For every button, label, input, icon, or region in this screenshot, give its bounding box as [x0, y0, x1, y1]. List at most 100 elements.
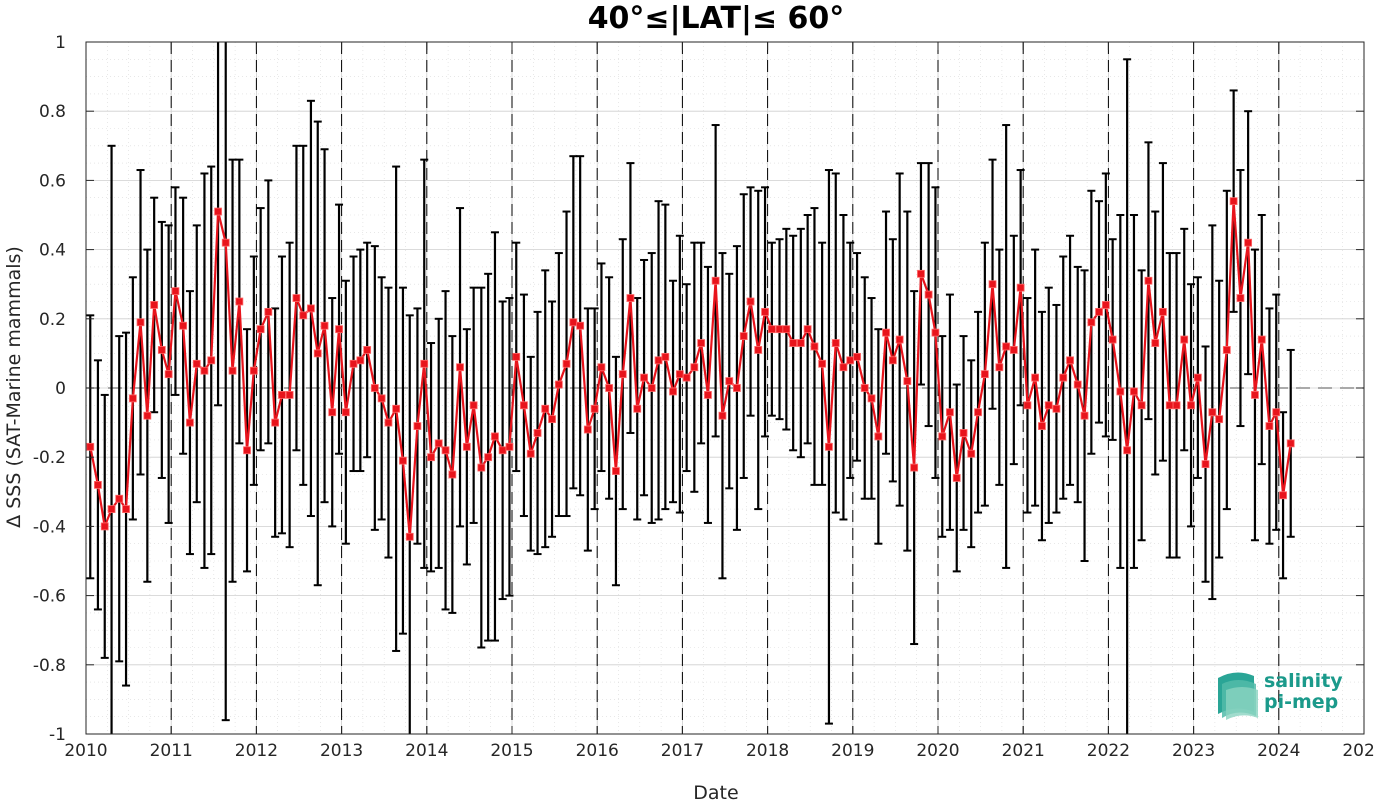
x-tick-label: 2022 [1087, 741, 1130, 761]
x-tick-label: 2010 [64, 741, 107, 761]
data-point [122, 505, 130, 514]
data-point [882, 328, 890, 337]
chart-title: 40°≤|LAT|≤ 60° [588, 1, 845, 36]
data-point [1180, 335, 1189, 344]
data-point [1080, 411, 1089, 420]
data-point [1052, 404, 1061, 413]
data-point [597, 363, 606, 372]
reference-lines [86, 42, 1364, 734]
data-point [256, 325, 265, 334]
data-point [520, 401, 528, 410]
data-point [491, 432, 499, 441]
x-axis-label: Date [693, 782, 738, 801]
x-tick-label: 2011 [150, 741, 193, 761]
data-point [427, 453, 435, 462]
y-tick-label: 0 [55, 379, 66, 399]
y-tick-label: -0.2 [33, 448, 66, 468]
data-point [164, 370, 173, 379]
data-point [1123, 446, 1132, 455]
y-tick-label: -0.6 [33, 587, 66, 607]
data-point [320, 321, 329, 330]
logo-line2: pi-mep [1264, 691, 1338, 713]
data-point [512, 352, 521, 361]
data-point [612, 467, 620, 475]
data-point [1151, 339, 1160, 347]
data-points [86, 197, 1295, 541]
data-point [831, 339, 840, 347]
data-point [1193, 373, 1202, 382]
data-point [1279, 491, 1287, 500]
data-point [1229, 197, 1238, 206]
data-point [115, 494, 124, 503]
data-point [1165, 401, 1174, 410]
data-point [335, 325, 343, 334]
data-point [938, 432, 947, 441]
data-point [1272, 408, 1281, 417]
data-point [967, 449, 976, 458]
data-point [1073, 380, 1082, 389]
data-point [86, 442, 95, 451]
data-point [1159, 307, 1167, 316]
data-point [1244, 238, 1253, 247]
data-point [618, 370, 627, 379]
data-point [413, 422, 422, 430]
wave-layers-icon [1218, 672, 1258, 720]
x-tick-label: 2023 [1172, 741, 1215, 761]
data-point [675, 370, 684, 379]
data-point [1222, 346, 1231, 354]
data-point [924, 290, 933, 299]
data-point [1187, 401, 1195, 410]
x-tick-label: 2025 [1342, 741, 1374, 761]
data-point [1137, 401, 1146, 410]
data-point [1116, 387, 1125, 396]
data-point [363, 346, 372, 354]
data-point [1286, 439, 1295, 448]
data-point [1101, 301, 1110, 309]
data-point [498, 446, 507, 455]
data-point [767, 325, 776, 334]
data-point [299, 311, 308, 320]
data-point [661, 352, 670, 361]
data-point [910, 463, 919, 472]
y-tick-label: 1 [55, 33, 66, 53]
data-point [186, 418, 194, 427]
y-tick-label: -1 [49, 725, 66, 745]
data-point [477, 463, 486, 472]
axis-ticks [85, 41, 1365, 735]
data-point [264, 307, 273, 316]
data-point [995, 363, 1004, 372]
x-tick-label: 2021 [1002, 741, 1045, 761]
data-point [1257, 335, 1266, 344]
x-tick-label: 2019 [831, 741, 874, 761]
data-point [974, 408, 982, 417]
data-point [669, 387, 677, 396]
data-point [690, 363, 699, 372]
data-point [867, 394, 876, 403]
data-point [810, 342, 819, 351]
data-point [271, 418, 280, 427]
data-point [725, 377, 734, 385]
data-point [405, 532, 414, 541]
data-point [888, 356, 897, 365]
data-point [171, 287, 180, 296]
data-point [1087, 318, 1096, 327]
data-point [1002, 342, 1011, 351]
data-point [462, 442, 471, 451]
x-tick-label: 2015 [490, 741, 533, 761]
data-point [789, 339, 798, 347]
data-point [505, 442, 514, 451]
data-point [1038, 422, 1046, 430]
data-point [583, 425, 592, 434]
y-tick-label: 0.2 [39, 310, 66, 330]
data-point [1066, 356, 1074, 365]
data-point [1059, 373, 1068, 382]
data-point [1208, 408, 1217, 417]
data-point [100, 522, 109, 531]
data-point [384, 418, 393, 427]
data-point [1009, 346, 1018, 354]
data-point [377, 394, 386, 403]
data-point [228, 366, 237, 375]
data-point [526, 449, 535, 458]
data-point [1201, 460, 1210, 469]
